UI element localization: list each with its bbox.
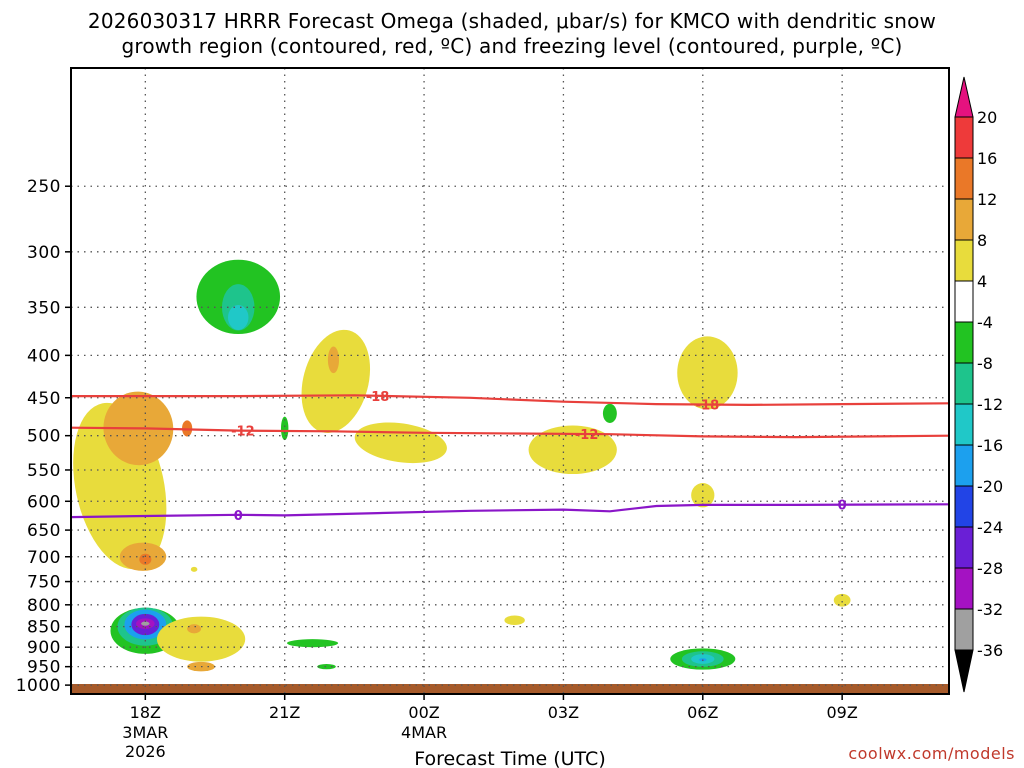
colorbar-label: -24 (977, 518, 1003, 537)
colorbar-label: -12 (977, 395, 1003, 414)
colorbar-label: -36 (977, 641, 1003, 660)
colorbar-band (954, 444, 974, 487)
colorbar-label: 4 (977, 272, 987, 291)
omega-region (287, 639, 339, 648)
x-tick-date: 3MAR (122, 723, 168, 742)
y-tick-label: 750 (27, 573, 61, 593)
colorbar-band (954, 280, 974, 323)
colorbar-band (954, 485, 974, 528)
contour-label: -12 (575, 428, 599, 443)
ground-bar (71, 684, 949, 694)
y-tick-label: 250 (27, 177, 61, 197)
y-tick-label: 550 (27, 461, 61, 481)
x-tick-year: 2026 (125, 742, 166, 761)
chart-title-line-1: 2026030317 HRRR Forecast Omega (shaded, … (87, 9, 937, 33)
contour-line (71, 503, 949, 519)
y-tick-label: 1000 (16, 676, 61, 696)
contour-label: 0 (234, 509, 243, 524)
contour-line (71, 394, 949, 407)
omega-region (354, 422, 447, 464)
colorbar-label: -28 (977, 559, 1003, 578)
grid-lines (71, 68, 949, 694)
colorbar-band (954, 239, 974, 282)
colorbar-band (954, 403, 974, 446)
colorbar-band (954, 362, 974, 405)
omega-region (156, 616, 246, 662)
y-axis: 2503003504004505005506006507007508008509… (16, 177, 71, 696)
colorbar-band (954, 567, 974, 610)
x-tick-label: 18Z (130, 703, 161, 722)
chart-title-line-2: growth region (contoured, red, ºC) and f… (121, 34, 903, 58)
colorbar-label: 8 (977, 231, 987, 250)
y-tick-label: 650 (27, 521, 61, 541)
contour-label: -18 (366, 390, 390, 405)
y-tick-label: 450 (27, 389, 61, 409)
colorbar: 20 16 12 8 4 -4 -8 -12 -16 -20 -24 -28 -32 -36 (954, 76, 1003, 693)
contour-line (71, 426, 949, 439)
colorbar-top-arrow (954, 76, 974, 118)
colorbar-band (954, 198, 974, 241)
omega-region (504, 615, 525, 625)
site-credit: coolwx.com/models (848, 744, 1015, 763)
omega-region (833, 593, 851, 607)
x-tick-label: 21Z (269, 703, 300, 722)
plot-frame (70, 67, 950, 695)
omega-region (301, 329, 371, 433)
omega-region (228, 304, 249, 330)
colorbar-label: -4 (977, 313, 993, 332)
omega-region (677, 336, 738, 410)
omega-region (139, 553, 152, 565)
omega-region (602, 403, 617, 423)
omega-region (528, 425, 617, 475)
colorbar-label: 16 (977, 149, 997, 168)
contour-label: 0 (838, 499, 847, 514)
omega-region (327, 346, 340, 374)
contour-label: -12 (231, 425, 255, 440)
y-tick-label: 600 (27, 492, 61, 512)
x-axis-title: Forecast Time (UTC) (414, 748, 605, 768)
x-tick-label: 09Z (826, 703, 857, 722)
colorbar-band (954, 116, 974, 159)
y-tick-label: 850 (27, 618, 61, 638)
colorbar-band (954, 608, 974, 651)
y-tick-label: 500 (27, 427, 61, 447)
colorbar-label: -16 (977, 436, 1003, 455)
y-tick-label: 950 (27, 658, 61, 678)
colorbar-label: -20 (977, 477, 1003, 496)
colorbar-bottom-arrow (954, 649, 974, 693)
x-tick-date: 4MAR (401, 723, 447, 742)
colorbar-label: -8 (977, 354, 993, 373)
isotherm-contours: -18 -18 -12 -12 0 0 (71, 390, 949, 524)
omega-region (317, 664, 336, 670)
x-tick-label: 03Z (548, 703, 579, 722)
y-tick-label: 400 (27, 346, 61, 366)
colorbar-band (954, 321, 974, 364)
colorbar-label: 12 (977, 190, 997, 209)
y-tick-label: 700 (27, 548, 61, 568)
omega-region (190, 566, 198, 572)
y-tick-label: 350 (27, 298, 61, 318)
y-tick-label: 800 (27, 596, 61, 616)
y-tick-label: 300 (27, 243, 61, 263)
y-tick-label: 900 (27, 638, 61, 658)
contour-label: -18 (696, 399, 720, 414)
colorbar-band (954, 526, 974, 569)
omega-region (280, 416, 289, 441)
x-tick-label: 06Z (687, 703, 718, 722)
omega-region (187, 624, 202, 634)
x-tick-label: 00Z (408, 703, 439, 722)
colorbar-label: 20 (977, 108, 997, 127)
omega-region (141, 621, 150, 626)
colorbar-band (954, 157, 974, 200)
omega-fills (73, 259, 851, 672)
colorbar-label: -32 (977, 600, 1003, 619)
